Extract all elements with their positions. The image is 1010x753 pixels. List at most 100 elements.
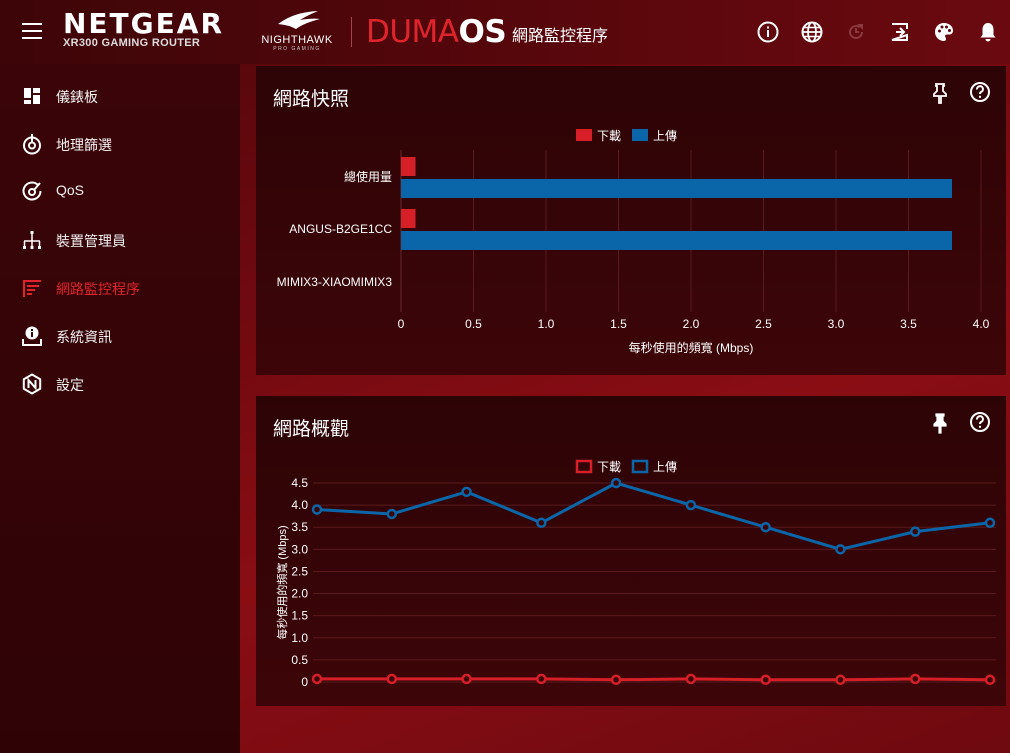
y-tick-label: 3.0 <box>291 542 308 556</box>
sidebar-item-qos[interactable]: QoS <box>0 171 240 211</box>
data-point-download <box>461 673 472 685</box>
sidebar-item-dashboard[interactable]: 儀錶板 <box>0 76 240 116</box>
legend-swatch-upload <box>632 129 648 141</box>
bell-icon[interactable] <box>976 20 1000 44</box>
refresh-icon[interactable] <box>844 20 868 44</box>
bar-download <box>401 157 416 176</box>
sidebar-item-label: QoS <box>56 182 85 198</box>
data-point-download <box>909 673 921 685</box>
info-icon[interactable] <box>756 20 780 44</box>
category-label: 總使用量 <box>344 169 392 184</box>
legend-swatch-download <box>576 129 592 141</box>
sidebar-item-label: 儀錶板 <box>56 89 98 105</box>
system-info-icon <box>22 326 42 346</box>
dumaos-part1: DUMA <box>366 14 459 50</box>
category-label: ANGUS-B2GE1CC <box>289 222 392 236</box>
device-manager-icon <box>23 231 41 249</box>
network-monitor-icon <box>23 280 41 297</box>
logout-icon[interactable] <box>888 20 912 44</box>
sidebar-item-label: 系統資訊 <box>56 329 112 345</box>
dumaos-part2: OS <box>458 14 507 50</box>
bar-upload <box>401 179 952 198</box>
y-tick-label: 3.5 <box>291 520 308 534</box>
sidebar-item-network-monitor[interactable]: 網路監控程序 <box>0 268 240 308</box>
x-tick-label: 0 <box>398 317 405 331</box>
sidebar-item-geo-filter[interactable]: 地理篩選 <box>0 124 240 164</box>
y-tick-label: 2.0 <box>291 587 308 601</box>
panel-title: 網路概觀 <box>273 419 350 440</box>
x-tick-label: 3.0 <box>828 317 845 331</box>
data-point-upload <box>835 544 846 555</box>
data-point-upload <box>760 521 771 533</box>
y-tick-label: 2.5 <box>291 564 308 578</box>
help-icon[interactable] <box>969 411 991 433</box>
series-line-download <box>317 677 991 682</box>
overview-line-chart: 下載 上傳 0 0.5 1.0 1.5 2.0 2.5 3.0 3.5 4.0 4.5 每秒使用的頻寬 … <box>275 459 996 689</box>
sidebar-item-label: 裝置管理員 <box>56 233 126 249</box>
y-tick-label: 4.5 <box>291 476 308 490</box>
nighthawk-wing-icon <box>278 11 320 29</box>
x-axis-label: 每秒使用的頻寬 (Mbps) <box>629 340 754 355</box>
data-point-upload <box>311 504 323 515</box>
top-header: NETGEAR XR300 GAMING ROUTER NIGHTHAWK PR… <box>0 0 1010 64</box>
nighthawk-subtitle: PRO GAMING <box>273 46 321 52</box>
data-point-download <box>835 674 846 686</box>
data-point-download <box>760 674 771 686</box>
chart-legend: 下載 上傳 <box>576 129 677 143</box>
sidebar-item-settings[interactable]: 設定 <box>0 364 240 404</box>
data-point-upload <box>536 517 547 529</box>
menu-icon[interactable] <box>22 23 42 41</box>
network-overview-panel: 網路概觀 下載 上傳 0 0.5 1.0 1.5 2.0 2.5 3.0 3.5 4.0 4.5 每秒使… <box>256 396 1006 706</box>
router-model: XR300 GAMING ROUTER <box>63 37 201 49</box>
x-tick-label: 1.5 <box>610 317 627 331</box>
data-point-upload <box>386 508 398 520</box>
header-divider <box>351 17 352 47</box>
legend-label-download: 下載 <box>597 460 621 474</box>
legend-swatch-upload <box>631 459 649 474</box>
snapshot-bar-chart: 下載 上傳 0 0.5 1.0 1.5 2.0 2.5 3.0 3.5 4.0 總使用量 ANGUS-B… <box>277 129 990 355</box>
category-label: MIMIX3-XIAOMIMIX3 <box>277 275 393 289</box>
y-tick-label: 0 <box>301 675 308 689</box>
x-tick-label: 2.5 <box>755 317 772 331</box>
data-point-upload <box>610 477 622 489</box>
sidebar-item-label: 網路監控程序 <box>56 281 140 297</box>
legend-label-upload: 上傳 <box>653 460 677 474</box>
app-title: 網路監控程序 <box>512 28 609 45</box>
dumaos-logo: DUMAOS <box>366 14 507 50</box>
nighthawk-name: NIGHTHAWK <box>261 34 333 46</box>
data-point-download <box>311 673 323 685</box>
x-tick-label: 0.5 <box>465 317 482 331</box>
settings-icon <box>22 373 42 395</box>
bar-upload <box>401 231 952 250</box>
data-point-upload <box>909 526 921 537</box>
legend-label-download: 下載 <box>597 129 621 143</box>
x-tick-label: 2.0 <box>683 317 700 331</box>
sidebar-item-system-info[interactable]: 系統資訊 <box>0 316 240 356</box>
geo-filter-icon <box>23 134 41 155</box>
palette-icon[interactable] <box>932 20 956 44</box>
sidebar-item-label: 地理篩選 <box>56 137 112 153</box>
pin-icon[interactable] <box>930 82 950 104</box>
sidebar-item-device-manager[interactable]: 裝置管理員 <box>0 220 240 260</box>
x-tick-label: 3.5 <box>900 317 917 331</box>
x-tick-label: 1.0 <box>538 317 555 331</box>
netgear-logo: NETGEAR XR300 GAMING ROUTER <box>63 9 224 50</box>
data-point-download <box>386 673 398 685</box>
sidebar: 儀錶板 地理篩選 QoS 裝置管理員 <box>0 64 240 753</box>
data-point-download <box>984 674 996 686</box>
data-point-download <box>610 674 622 686</box>
data-point-download <box>536 673 547 685</box>
globe-icon[interactable] <box>800 20 824 44</box>
help-icon[interactable] <box>969 81 991 103</box>
data-point-download <box>685 673 697 685</box>
pin-icon[interactable] <box>930 412 950 434</box>
data-point-upload <box>984 517 996 529</box>
y-tick-label: 1.0 <box>291 631 308 645</box>
bar-download <box>401 209 416 228</box>
dashboard-icon <box>24 88 40 104</box>
qos-icon <box>22 181 42 201</box>
nighthawk-logo: NIGHTHAWK PRO GAMING <box>256 10 338 54</box>
panel-title: 網路快照 <box>273 89 350 110</box>
sidebar-item-label: 設定 <box>56 377 84 393</box>
series-line-upload <box>316 481 991 551</box>
